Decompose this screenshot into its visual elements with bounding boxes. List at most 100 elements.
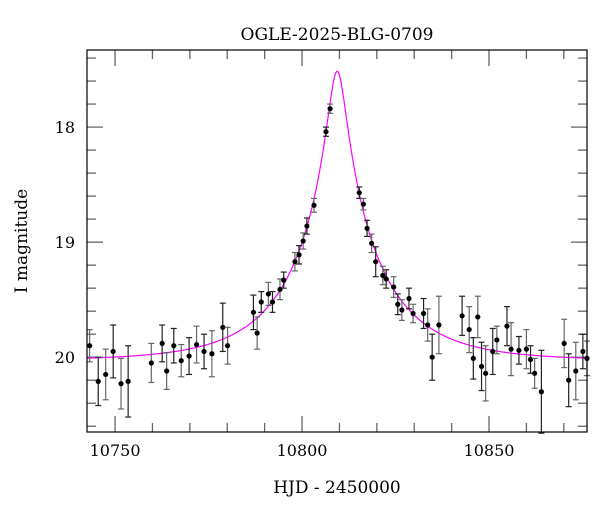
data-point [489, 327, 496, 376]
point-marker [95, 378, 101, 384]
data-point [163, 352, 170, 391]
data-point [224, 326, 231, 365]
point-marker [118, 381, 124, 387]
data-point [254, 316, 261, 350]
data-point [424, 308, 431, 342]
point-marker [164, 368, 170, 374]
point-marker [466, 326, 472, 333]
data-point [269, 291, 276, 313]
data-point [368, 233, 375, 254]
point-marker [360, 201, 366, 207]
point-marker [483, 370, 489, 376]
point-marker [561, 340, 567, 347]
data-point [508, 322, 515, 377]
point-marker [125, 378, 131, 384]
data-point [470, 337, 477, 380]
data-point [515, 335, 522, 365]
point-marker [573, 368, 579, 374]
data-point [291, 251, 298, 272]
data-point [322, 126, 329, 137]
point-marker [327, 106, 333, 112]
data-point [394, 293, 401, 316]
point-marker [292, 259, 298, 265]
point-marker [225, 343, 231, 349]
data-point [561, 318, 568, 369]
point-marker [186, 353, 192, 359]
y-tick-label: 18 [55, 118, 75, 137]
data-point [435, 295, 442, 355]
data-point [503, 305, 510, 347]
data-point [420, 297, 427, 330]
axis-ticks [87, 50, 587, 432]
point-marker [532, 370, 538, 376]
point-marker [193, 341, 200, 348]
data-point [327, 103, 334, 114]
point-marker [364, 225, 370, 231]
point-marker [504, 323, 510, 329]
data-point [95, 356, 102, 407]
data-point [579, 333, 586, 370]
data-point [280, 271, 287, 289]
y-tick-label: 20 [55, 348, 75, 367]
point-marker [383, 276, 389, 282]
data-point [201, 333, 208, 370]
point-marker [304, 223, 310, 229]
point-marker [269, 299, 276, 305]
point-marker [410, 310, 416, 317]
point-marker [380, 272, 386, 279]
point-marker [566, 377, 572, 383]
data-point [170, 327, 177, 364]
data-point [390, 276, 397, 298]
point-marker [356, 190, 362, 196]
data-point [219, 302, 226, 353]
data-point [383, 269, 390, 289]
data-point [466, 305, 473, 354]
data-point [110, 324, 117, 379]
data-point [474, 295, 481, 339]
point-marker [527, 356, 534, 363]
point-marker [323, 129, 329, 135]
data-point [482, 345, 489, 402]
point-marker [406, 295, 412, 302]
point-marker [220, 324, 226, 330]
data-point [493, 325, 500, 355]
point-marker [425, 322, 431, 328]
data-point [296, 245, 303, 265]
x-tick-label: 10850 [464, 441, 515, 460]
data-point [405, 287, 412, 310]
point-marker [254, 330, 260, 336]
data-point [364, 219, 371, 237]
point-marker [399, 307, 405, 313]
data-point [159, 324, 166, 363]
point-marker [103, 371, 109, 378]
plot-frame [86, 49, 588, 433]
point-marker [201, 348, 207, 355]
data-point [398, 299, 405, 321]
data-point [193, 325, 200, 364]
data-point [102, 348, 109, 401]
data-point [356, 186, 363, 200]
y-tick-label: 19 [55, 233, 75, 252]
model-curve [86, 70, 587, 359]
data-point [360, 197, 367, 211]
data-point [300, 232, 307, 250]
chart-title: OGLE-2025-BLG-0709 [241, 25, 434, 45]
point-marker [277, 286, 283, 292]
data-point [208, 330, 215, 378]
data-point [531, 357, 538, 389]
data-point [478, 341, 485, 392]
x-axis-label: HJD - 2450000 [273, 478, 401, 498]
point-marker [494, 337, 500, 343]
data-point [303, 217, 310, 235]
point-marker [538, 389, 544, 395]
point-marker [436, 322, 442, 328]
point-marker [178, 358, 184, 364]
tick-labels: 10750 10800 10850 18 19 20 [55, 118, 515, 460]
data-point [523, 328, 530, 370]
point-marker [475, 314, 481, 320]
data-point [265, 281, 272, 307]
data-point [118, 357, 125, 410]
point-marker [523, 346, 530, 352]
point-marker [209, 351, 215, 357]
point-marker [110, 348, 116, 355]
